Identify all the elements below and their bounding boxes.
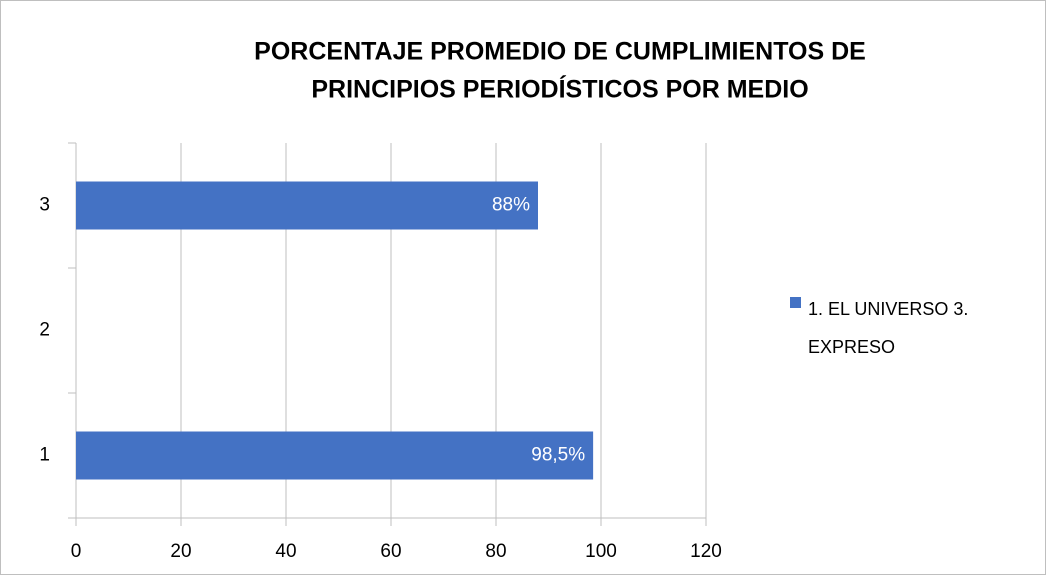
chart-title: PORCENTAJE PROMEDIO DE CUMPLIMIENTOS DE — [254, 38, 866, 66]
legend-swatch — [790, 297, 801, 308]
bar — [76, 181, 538, 230]
y-tick-label: 2 — [39, 320, 50, 341]
x-tick-label: 100 — [585, 541, 617, 562]
x-tick-label: 0 — [71, 541, 82, 562]
y-tick-label: 3 — [39, 195, 50, 216]
bar — [76, 431, 594, 480]
x-tick-label: 120 — [690, 541, 722, 562]
legend-label: 1. EL UNIVERSO 3. EXPRESO — [808, 299, 969, 357]
x-tick-label: 20 — [170, 541, 191, 562]
x-tick-label: 40 — [275, 541, 296, 562]
y-tick-label: 1 — [39, 445, 50, 466]
chart-title: PRINCIPIOS PERIODÍSTICOS POR MEDIO — [311, 75, 808, 104]
x-tick-label: 60 — [380, 541, 401, 562]
x-tick-label: 80 — [485, 541, 506, 562]
data-label: 98,5% — [531, 445, 585, 466]
data-label: 88% — [492, 195, 530, 216]
